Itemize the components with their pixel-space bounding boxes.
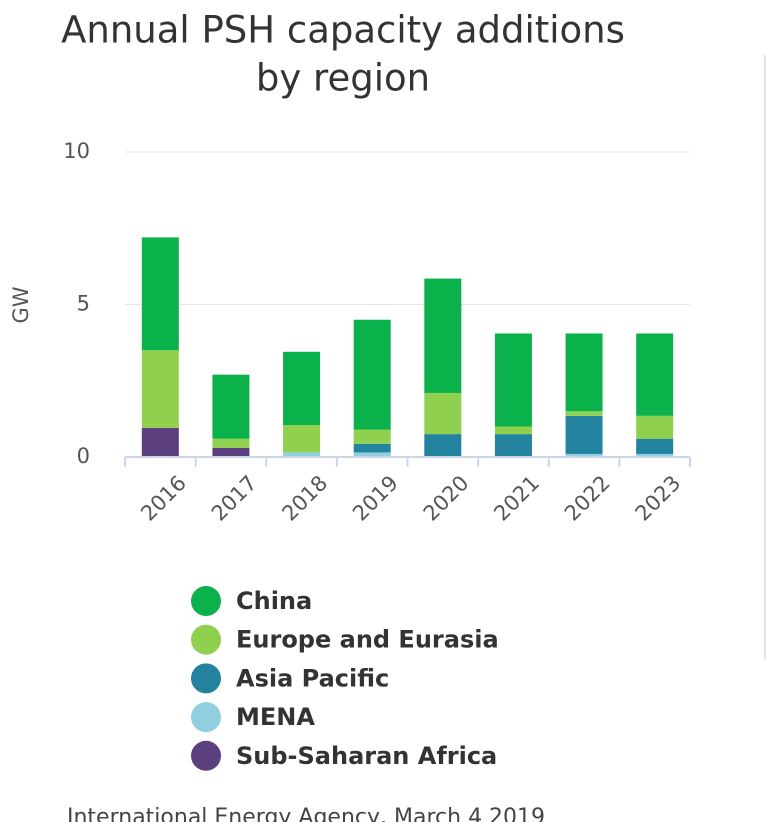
y-axis-label: GW [9, 286, 33, 323]
legend-marker [191, 740, 221, 771]
bar-segment [565, 333, 603, 412]
bar-segment [283, 452, 321, 457]
legend-label: MENA [236, 703, 315, 731]
bar-segment [494, 333, 532, 427]
bar-segment [353, 429, 391, 444]
bar-segment [212, 438, 250, 448]
bar-segment [424, 278, 462, 393]
x-tick-label: 2016 [136, 471, 191, 526]
bar-segment [212, 447, 250, 457]
bar-segment [141, 428, 179, 457]
x-tick-label: 2019 [348, 471, 403, 526]
x-tick-label: 2017 [207, 471, 262, 526]
bar-segment [565, 415, 603, 454]
y-tick-label: 5 [77, 292, 90, 316]
bar-segment [212, 374, 250, 439]
bar-segment [353, 319, 391, 430]
x-tick-label: 2021 [489, 471, 544, 526]
bar-segment [424, 434, 462, 457]
x-tick-label: 2023 [631, 471, 686, 526]
x-tick-label: 2018 [277, 471, 332, 526]
y-tick-label: 10 [63, 139, 90, 163]
bar-segment [636, 453, 674, 457]
bar-segment [636, 333, 674, 416]
bar-segment [636, 415, 674, 439]
legend-marker [191, 586, 221, 616]
bar-segment [353, 443, 391, 453]
chart-title: Annual PSH capacity additions [61, 9, 625, 52]
x-tick-label: 2022 [560, 471, 615, 526]
bar-segment [636, 438, 674, 454]
bar-segment [283, 424, 321, 453]
bar-segment [141, 237, 179, 351]
legend-label: China [236, 587, 312, 615]
bar-segment [565, 453, 603, 457]
legend-label: Europe and Eurasia [236, 626, 499, 654]
chart-title: by region [256, 57, 430, 100]
y-tick-label: 0 [77, 444, 90, 468]
x-tick-label: 2020 [419, 471, 474, 526]
bar-segment [353, 452, 391, 457]
legend-label: Sub-Saharan Africa [236, 742, 497, 770]
legend-marker [191, 702, 221, 733]
bar-segment [565, 411, 603, 416]
legend-marker [191, 624, 221, 655]
bar-segment [283, 351, 321, 425]
bar-segment [424, 392, 462, 435]
source: International Energy Agency, March 4 201… [67, 805, 545, 822]
bar-segment [141, 350, 179, 429]
legend-label: Asia Pacific [236, 664, 389, 692]
legend-marker [191, 663, 221, 694]
bar-segment [494, 434, 532, 457]
bar-segment [494, 426, 532, 435]
